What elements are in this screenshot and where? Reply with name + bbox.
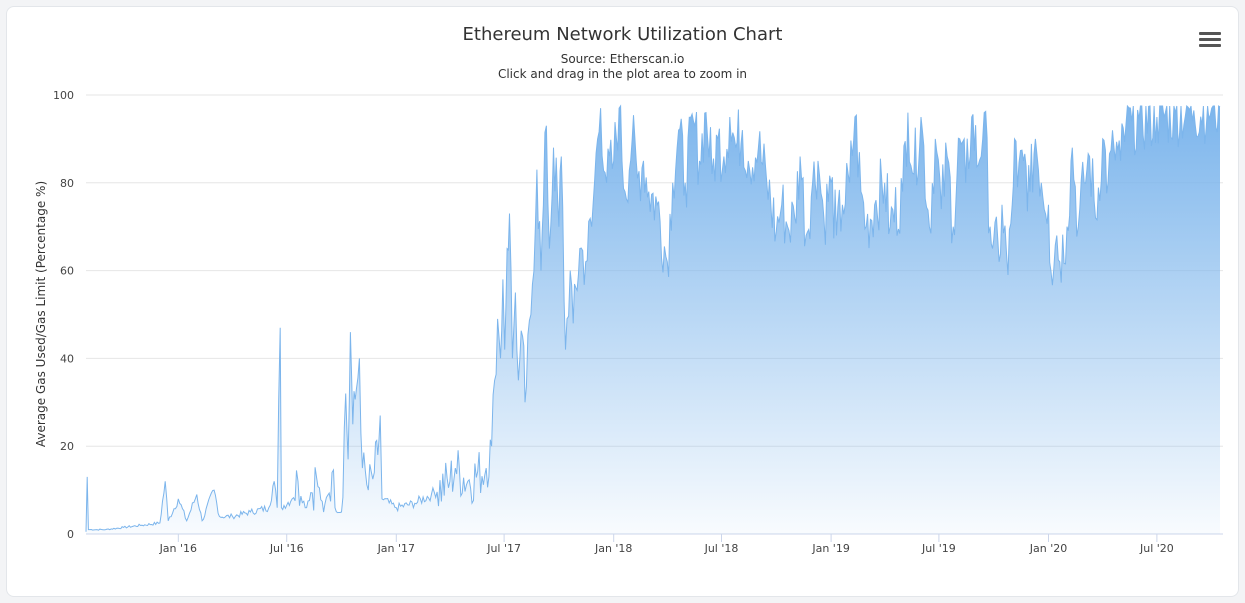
x-tick-label: Jan '17 xyxy=(377,542,415,555)
y-tick-label: 60 xyxy=(60,265,74,278)
hamburger-menu-icon[interactable] xyxy=(1199,32,1221,50)
x-tick-label: Jan '16 xyxy=(159,542,197,555)
x-tick-label: Jan '20 xyxy=(1029,542,1067,555)
x-tick-label: Jul '19 xyxy=(921,542,956,555)
y-tick-label: 80 xyxy=(60,177,74,190)
y-tick-label: 100 xyxy=(53,89,74,102)
series-area-fill xyxy=(86,106,1220,534)
chart-subtitle: Source: Etherscan.io xyxy=(560,52,685,66)
zoom-instruction: Click and drag in the plot area to zoom … xyxy=(497,67,748,81)
y-tick-label: 20 xyxy=(60,440,74,453)
x-tick-label: Jan '18 xyxy=(594,542,632,555)
series-area xyxy=(85,104,1221,534)
x-tick-label: Jul '20 xyxy=(1139,542,1174,555)
axes: 0 20 40 60 80 100 Jan '16 Jul '16 Jan '17 Jul '17… xyxy=(53,89,1174,555)
y-tick-label: 0 xyxy=(67,528,74,541)
x-tick-label: Jul '18 xyxy=(704,542,739,555)
x-tick-label: Jan '19 xyxy=(811,542,849,555)
chart-title: Ethereum Network Utilization Chart xyxy=(462,24,783,45)
y-tick-label: 40 xyxy=(60,352,74,365)
series-line xyxy=(85,104,1221,532)
x-tick-label: Jul '16 xyxy=(269,542,304,555)
x-tick-label: Jul '17 xyxy=(486,542,521,555)
